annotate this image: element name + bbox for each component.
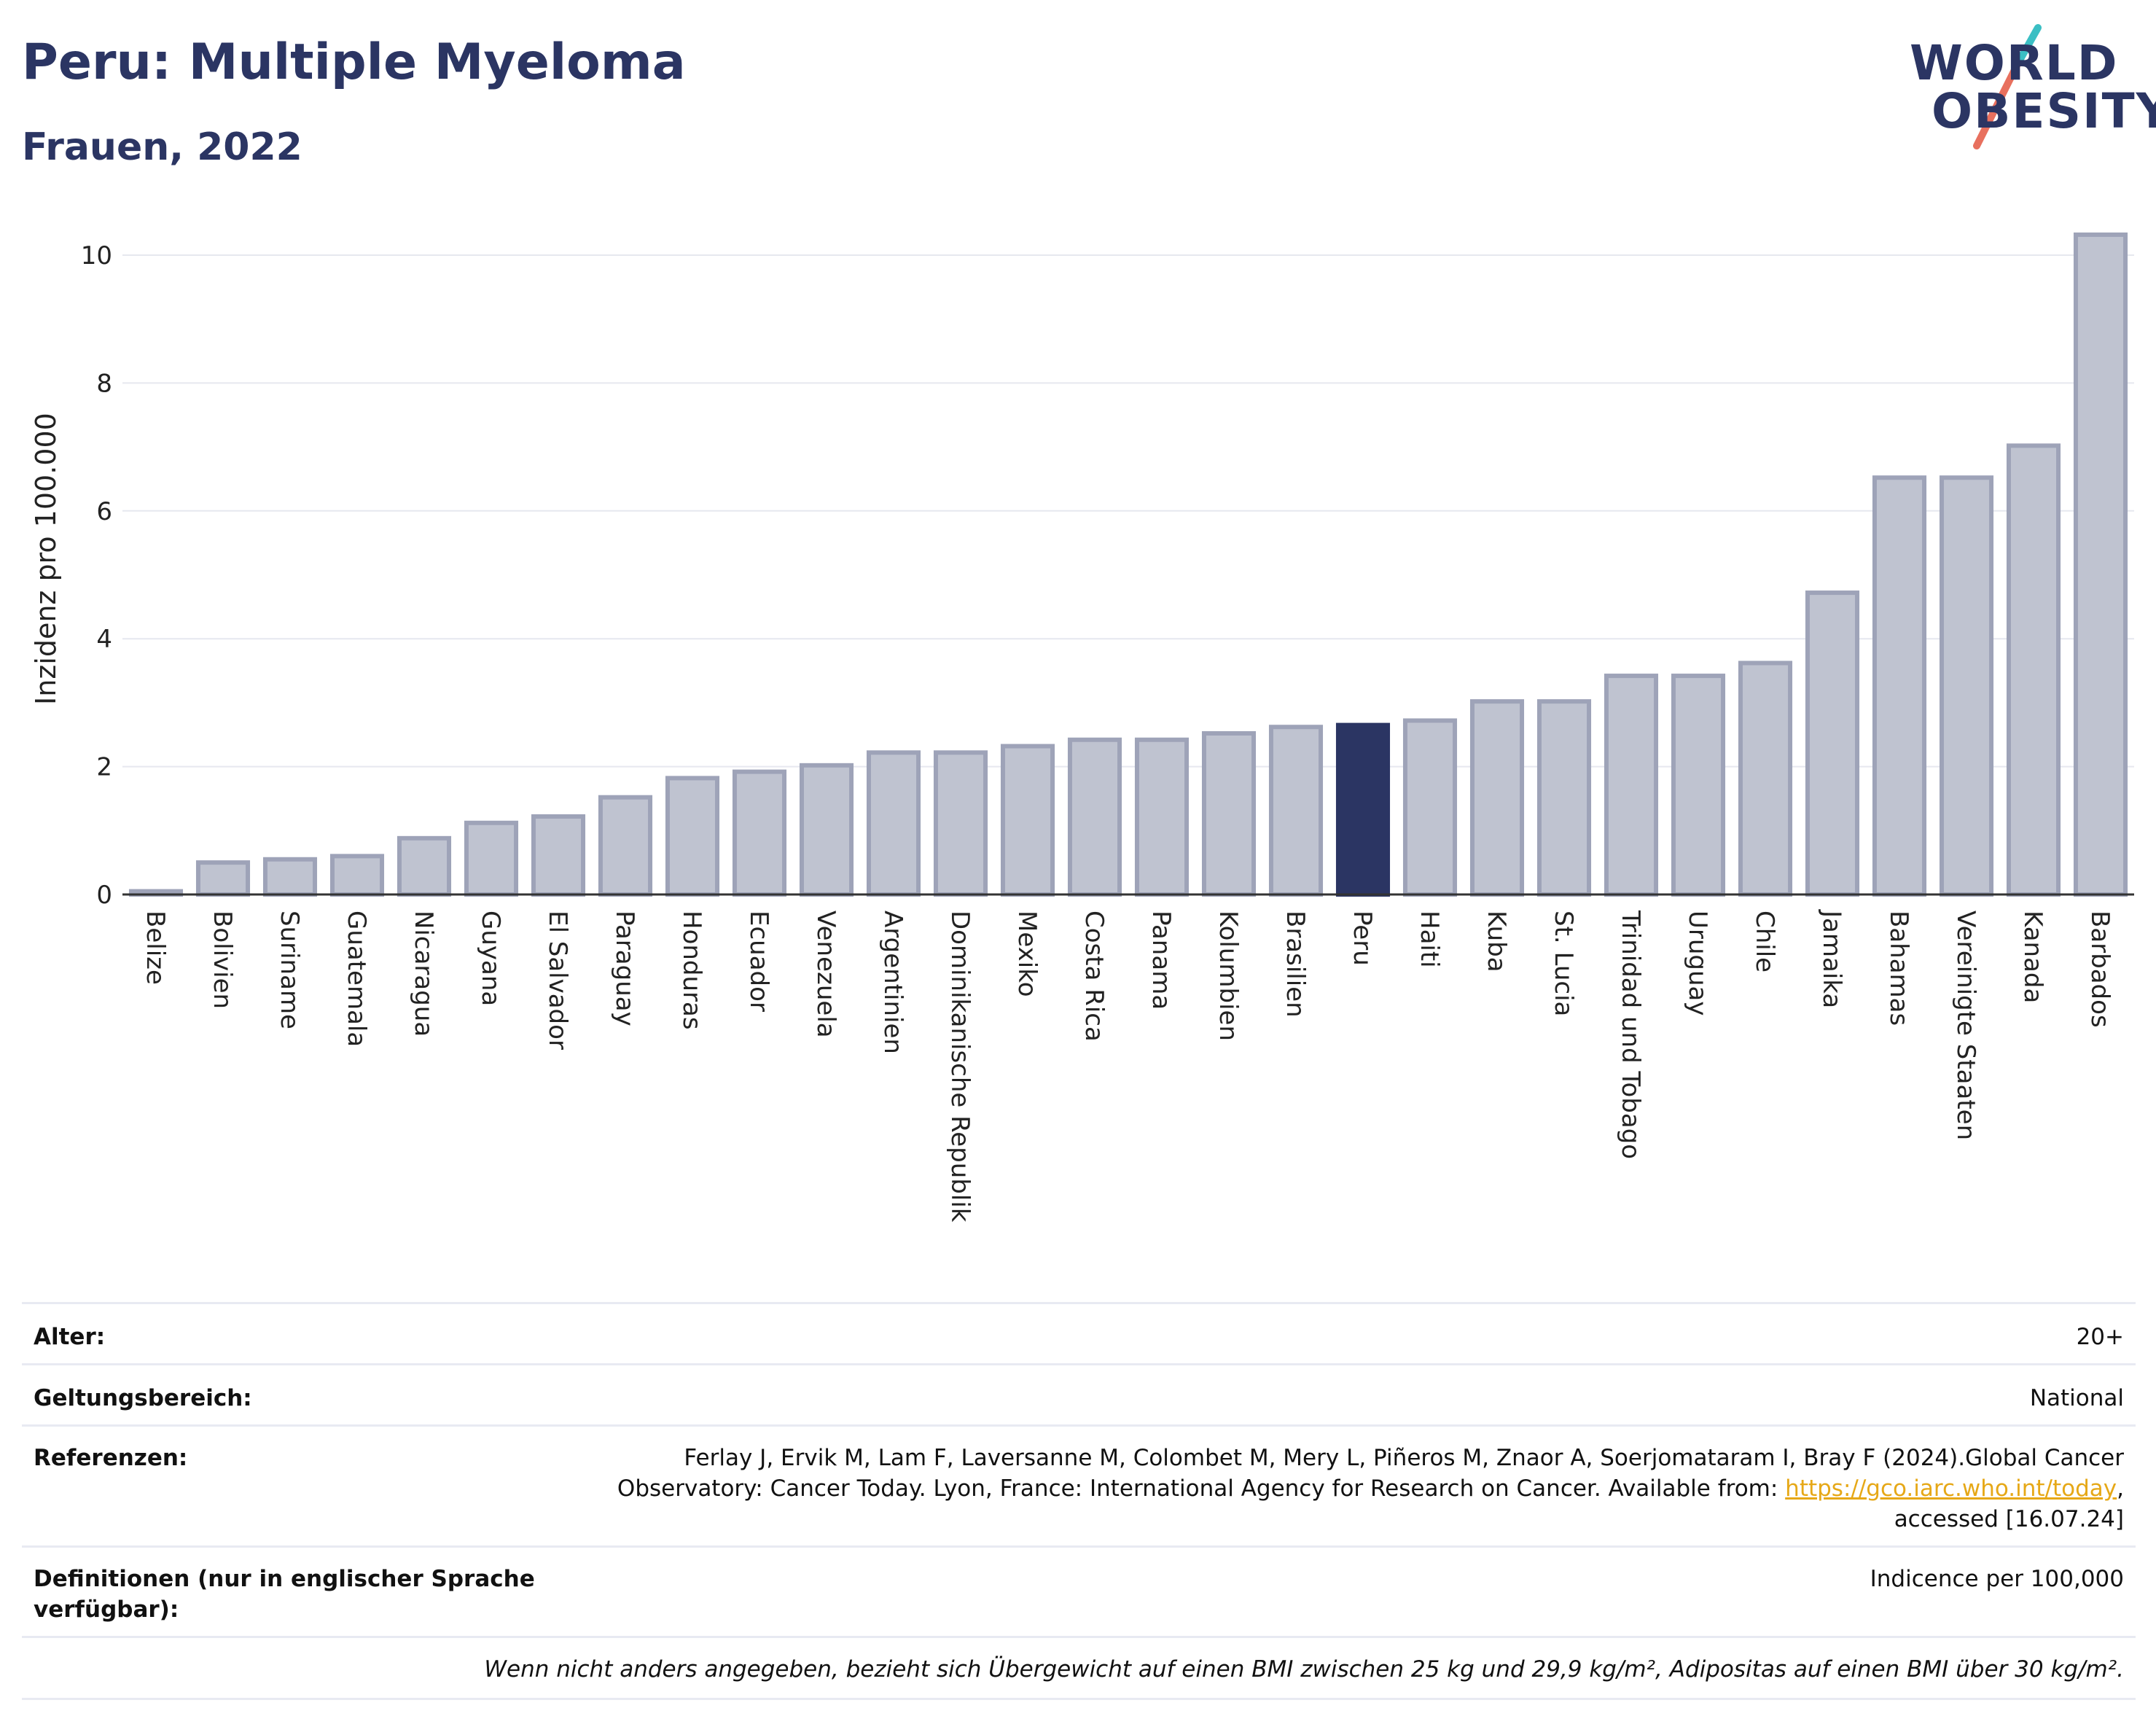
bar xyxy=(799,763,854,897)
bar xyxy=(732,769,787,897)
x-tick-label: Dominikanische Republik xyxy=(945,911,975,1223)
bar xyxy=(933,750,988,897)
meta-value-definitions: Indicence per 100,000 xyxy=(1870,1566,2124,1592)
reference-line-1: Ferlay J, Ervik M, Lam F, Laversanne M, … xyxy=(684,1445,2124,1471)
x-tick-label: El Salvador xyxy=(543,911,572,1050)
footnote: Wenn nicht anders angegeben, bezieht sic… xyxy=(484,1656,2124,1683)
bar xyxy=(1469,699,1525,897)
x-tick-label: Brasilien xyxy=(1281,911,1310,1018)
meta-row-definitions: Definitionen (nur in englischer Sprache … xyxy=(22,1545,2136,1638)
x-tick-label: Venezuela xyxy=(811,911,840,1038)
bar xyxy=(1000,744,1055,897)
y-axis-label: Inzidenz pro 100.000 xyxy=(30,413,62,705)
bar xyxy=(2006,443,2061,897)
bar xyxy=(598,795,653,897)
reference-line-2: Observatory: Cancer Today. Lyon, France:… xyxy=(593,1473,2124,1504)
bar xyxy=(195,860,251,897)
x-tick-label: Nicaragua xyxy=(409,911,438,1037)
meta-row-note: Wenn nicht anders angegeben, bezieht sic… xyxy=(22,1636,2136,1700)
bar xyxy=(1671,674,1726,897)
bar xyxy=(1536,699,1592,897)
x-tick-label: Guatemala xyxy=(342,911,371,1047)
meta-value-age: 20+ xyxy=(2076,1324,2124,1350)
x-tick-label: Honduras xyxy=(677,911,706,1030)
y-tick-label: 2 xyxy=(96,753,112,782)
meta-label-age: Alter: xyxy=(34,1324,106,1350)
x-tick-label: Bahamas xyxy=(1884,911,1913,1026)
meta-row-scope: Geltungsbereich: National xyxy=(22,1363,2136,1427)
x-tick-label: Panama xyxy=(1147,911,1176,1010)
bar xyxy=(1738,660,1793,897)
x-tick-label: Trinidad und Tobago xyxy=(1616,910,1645,1159)
x-tick-label: Suriname xyxy=(275,911,304,1029)
x-tick-label: Costa Rica xyxy=(1079,911,1109,1042)
reference-line-2-prefix: Observatory: Cancer Today. Lyon, France:… xyxy=(617,1475,1786,1502)
logo-line-1: WORLD xyxy=(1910,35,2119,91)
x-tick-label: Mexiko xyxy=(1012,911,1042,997)
bar xyxy=(2073,232,2128,897)
bar xyxy=(1402,718,1458,897)
x-tick-label: Guyana xyxy=(476,911,505,1006)
bar xyxy=(329,854,385,897)
x-tick-label: Uruguay xyxy=(1683,911,1712,1016)
x-tick-label: Peru xyxy=(1348,911,1377,966)
x-tick-label: Jamaika xyxy=(1817,909,1846,1008)
x-tick-label: Argentinien xyxy=(878,911,907,1054)
meta-value-scope: National xyxy=(2029,1385,2124,1411)
y-tick-label: 4 xyxy=(96,625,112,654)
bar xyxy=(1067,737,1122,897)
x-tick-label: Kanada xyxy=(2018,911,2047,1003)
bar xyxy=(531,814,586,897)
meta-value-references: Ferlay J, Ervik M, Lam F, Laversanne M, … xyxy=(593,1443,2124,1535)
x-tick-label: Ecuador xyxy=(744,911,773,1012)
reference-link[interactable]: https://gco.iarc.who.int/today xyxy=(1785,1475,2117,1502)
x-tick-label: Haiti xyxy=(1415,911,1444,968)
y-tick-label: 0 xyxy=(96,881,112,910)
bar xyxy=(1268,725,1324,897)
bar xyxy=(866,750,921,897)
bar xyxy=(1134,737,1190,897)
meta-label-scope: Geltungsbereich: xyxy=(34,1385,252,1411)
bar xyxy=(665,776,720,897)
x-tick-label: Paraguay xyxy=(610,911,639,1026)
bar-chart: 0 2 4 6 8 10 Inzidenz pro 100.000 Belize Bolivie… xyxy=(30,232,2134,1223)
bar xyxy=(262,857,318,897)
page-subtitle: Frauen, 2022 xyxy=(22,125,302,169)
logo-line-2: OBESITY xyxy=(1932,83,2156,139)
y-tick-label: 8 xyxy=(96,369,112,398)
x-tick-label: Kuba xyxy=(1482,911,1511,972)
x-tick-label: St. Lucia xyxy=(1549,911,1578,1016)
x-tick-label: Chile xyxy=(1750,911,1779,972)
meta-row-age: Alter: 20+ xyxy=(22,1302,2136,1365)
page-title: Peru: Multiple Myeloma xyxy=(22,34,686,91)
meta-label-definitions: Definitionen (nur in englischer Sprache … xyxy=(34,1566,535,1623)
meta-label-references: Referenzen: xyxy=(34,1445,188,1471)
x-tick-label: Bolivien xyxy=(208,911,237,1009)
bar xyxy=(464,820,519,897)
x-tick-label: Belize xyxy=(141,911,170,985)
y-tick-label: 10 xyxy=(81,241,112,270)
logo-slash-icon xyxy=(1973,24,2042,149)
y-tick-label: 6 xyxy=(96,497,112,526)
meta-row-references: Referenzen: Ferlay J, Ervik M, Lam F, La… xyxy=(22,1424,2136,1548)
x-tick-label: Vereinigte Staaten xyxy=(1951,911,1980,1140)
reference-line-2-suffix: , xyxy=(2117,1475,2124,1502)
bar xyxy=(1604,674,1659,897)
bar xyxy=(1939,475,1994,897)
reference-line-3: accessed [16.07.24] xyxy=(1894,1506,2124,1532)
bar xyxy=(1872,475,1927,897)
world-obesity-logo: WORLD OBESITY xyxy=(1895,22,2156,153)
bar xyxy=(397,835,452,897)
bar xyxy=(1805,590,1860,897)
x-tick-label: Barbados xyxy=(2085,911,2114,1028)
bar xyxy=(1335,722,1391,897)
bar xyxy=(1201,730,1257,897)
x-tick-label: Kolumbien xyxy=(1214,911,1243,1041)
